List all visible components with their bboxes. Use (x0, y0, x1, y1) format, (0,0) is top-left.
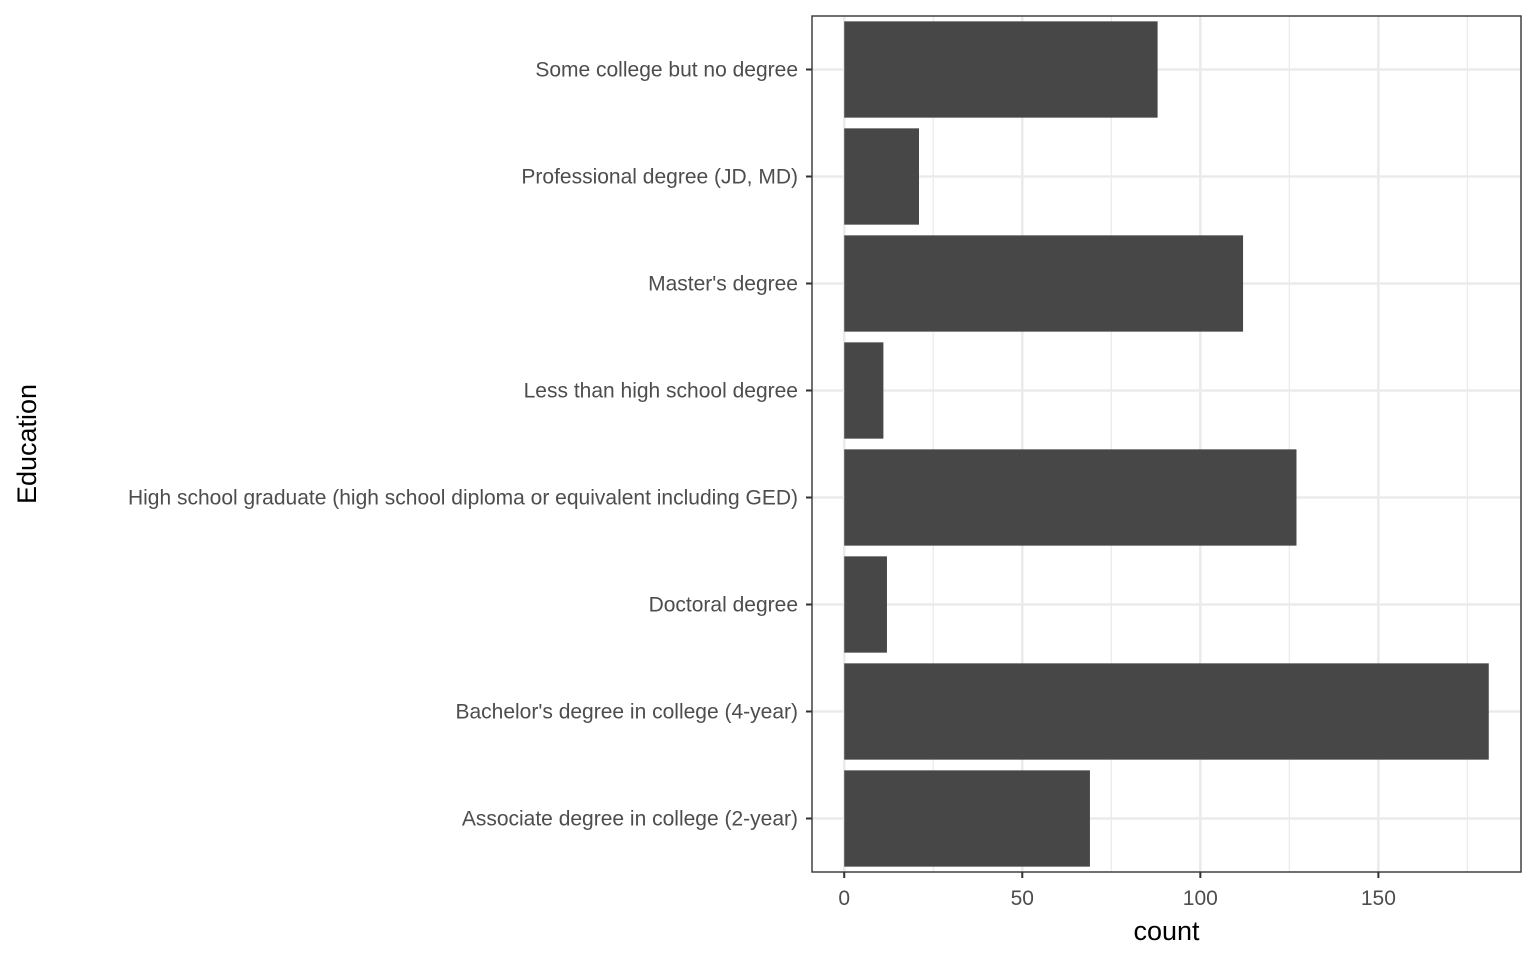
y-tick-label: Some college but no degree (535, 59, 798, 82)
x-axis-title: count (1133, 916, 1200, 946)
y-tick-label: High school graduate (high school diplom… (128, 487, 798, 510)
x-tick-label: 100 (1183, 887, 1218, 910)
bars (844, 21, 1489, 867)
x-tick-label: 0 (838, 887, 850, 910)
bar (844, 449, 1297, 546)
x-tick-label: 50 (1011, 887, 1034, 910)
bar (844, 235, 1244, 332)
bar (844, 21, 1158, 118)
x-axis-ticks: 0 50 100 150 (838, 872, 1396, 910)
panel-border (811, 15, 1522, 873)
x-tick-label: 150 (1361, 887, 1396, 910)
y-tick-label: Master's degree (648, 273, 798, 296)
bar (844, 128, 920, 225)
bar (844, 556, 887, 653)
y-axis-title: Education (12, 384, 42, 504)
bar (844, 342, 884, 439)
y-tick-label: Doctoral degree (649, 594, 798, 617)
y-tick-label: Less than high school degree (524, 380, 798, 403)
y-tick-label: Bachelor's degree in college (4-year) (455, 701, 798, 724)
y-tick-label: Associate degree in college (2-year) (462, 808, 798, 831)
y-axis-ticks: Associate degree in college (2-year) Bach… (128, 59, 812, 831)
bar (844, 663, 1489, 760)
y-tick-label: Professional degree (JD, MD) (521, 166, 798, 189)
bar (844, 770, 1090, 867)
